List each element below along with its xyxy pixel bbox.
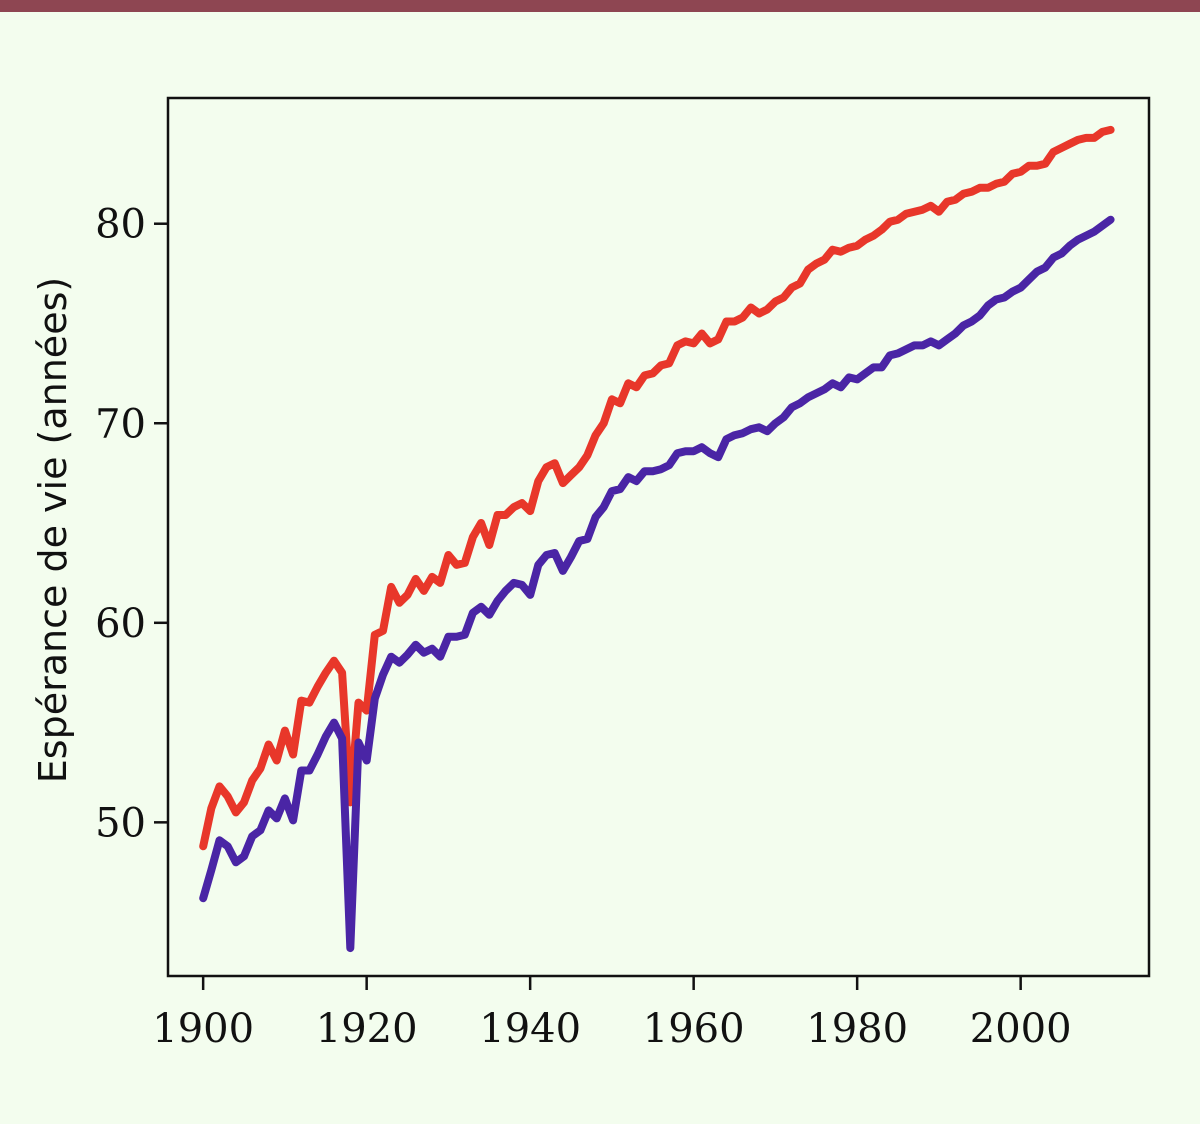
x-tick-label: 2000 (970, 1006, 1072, 1052)
series-line-hommes (199, 215, 1115, 953)
y-tick-label: 70 (95, 401, 146, 447)
y-tick-label: 60 (95, 601, 146, 647)
x-tick-label: 1980 (806, 1006, 908, 1052)
series-lines (199, 125, 1115, 953)
y-axis-ticks: 50 60 70 80 (95, 202, 168, 846)
y-tick-label: 50 (95, 800, 146, 846)
x-tick-label: 1900 (152, 1006, 254, 1052)
top-band (0, 0, 1200, 12)
y-axis-title: Espérance de vie (années) (31, 277, 75, 783)
x-tick-label: 1960 (643, 1006, 745, 1052)
x-axis-ticks: 1900 1920 1940 1960 1980 2000 (152, 976, 1072, 1052)
y-tick-label: 80 (95, 202, 146, 248)
x-tick-label: 1920 (316, 1006, 418, 1052)
plot-frame (166, 96, 1151, 978)
x-tick-label: 1940 (479, 1006, 581, 1052)
